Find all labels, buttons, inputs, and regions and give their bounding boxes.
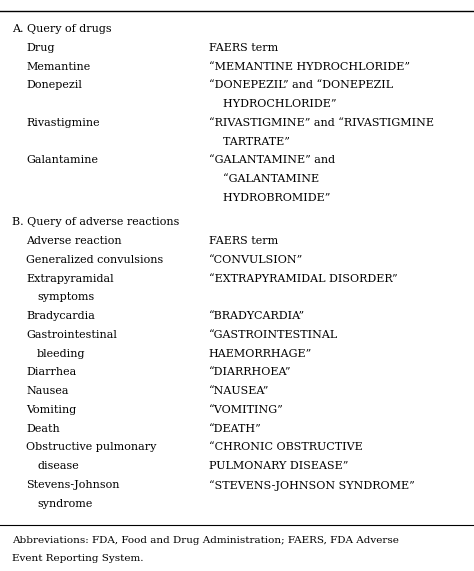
Text: HYDROBROMIDE”: HYDROBROMIDE”	[209, 193, 330, 203]
Text: FAERS term: FAERS term	[209, 236, 278, 246]
Text: Nausea: Nausea	[26, 386, 69, 396]
Text: “STEVENS-JOHNSON SYNDROME”: “STEVENS-JOHNSON SYNDROME”	[209, 480, 414, 490]
Text: Galantamine: Galantamine	[26, 155, 98, 166]
Text: Event Reporting System.: Event Reporting System.	[12, 554, 143, 563]
Text: Extrapyramidal: Extrapyramidal	[26, 274, 114, 284]
Text: “GASTROINTESTINAL: “GASTROINTESTINAL	[209, 330, 338, 340]
Text: bleeding: bleeding	[37, 349, 86, 359]
Text: HYDROCHLORIDE”: HYDROCHLORIDE”	[209, 99, 336, 109]
Text: Drug: Drug	[26, 43, 55, 53]
Text: Abbreviations: FDA, Food and Drug Administration; FAERS, FDA Adverse: Abbreviations: FDA, Food and Drug Admini…	[12, 536, 399, 545]
Text: “DONEPEZIL” and “DONEPEZIL: “DONEPEZIL” and “DONEPEZIL	[209, 81, 392, 90]
Text: “VOMITING”: “VOMITING”	[209, 405, 283, 415]
Text: HAEMORRHAGE”: HAEMORRHAGE”	[209, 349, 312, 359]
Text: FAERS term: FAERS term	[209, 43, 278, 53]
Text: Stevens-Johnson: Stevens-Johnson	[26, 480, 119, 490]
Text: Obstructive pulmonary: Obstructive pulmonary	[26, 443, 156, 452]
Text: symptoms: symptoms	[37, 292, 94, 303]
Text: Bradycardia: Bradycardia	[26, 311, 95, 321]
Text: Donepezil: Donepezil	[26, 81, 82, 90]
Text: Memantine: Memantine	[26, 62, 91, 72]
Text: Gastrointestinal: Gastrointestinal	[26, 330, 117, 340]
Text: “EXTRAPYRAMIDAL DISORDER”: “EXTRAPYRAMIDAL DISORDER”	[209, 274, 397, 284]
Text: syndrome: syndrome	[37, 498, 92, 509]
Text: “DIARRHOEA”: “DIARRHOEA”	[209, 367, 291, 377]
Text: “GALANTAMINE: “GALANTAMINE	[209, 174, 319, 184]
Text: “GALANTAMINE” and: “GALANTAMINE” and	[209, 155, 335, 166]
Text: Diarrhea: Diarrhea	[26, 367, 76, 377]
Text: “BRADYCARDIA”: “BRADYCARDIA”	[209, 311, 305, 321]
Text: PULMONARY DISEASE”: PULMONARY DISEASE”	[209, 461, 348, 471]
Text: “RIVASTIGMINE” and “RIVASTIGMINE: “RIVASTIGMINE” and “RIVASTIGMINE	[209, 118, 434, 128]
Text: disease: disease	[37, 461, 79, 471]
Text: “CHRONIC OBSTRUCTIVE: “CHRONIC OBSTRUCTIVE	[209, 443, 362, 452]
Text: Generalized convulsions: Generalized convulsions	[26, 255, 164, 265]
Text: Rivastigmine: Rivastigmine	[26, 118, 100, 128]
Text: Adverse reaction: Adverse reaction	[26, 236, 122, 246]
Text: “MEMANTINE HYDROCHLORIDE”: “MEMANTINE HYDROCHLORIDE”	[209, 62, 410, 72]
Text: “CONVULSION”: “CONVULSION”	[209, 255, 303, 265]
Text: Vomiting: Vomiting	[26, 405, 76, 415]
Text: A. Query of drugs: A. Query of drugs	[12, 24, 111, 34]
Text: “NAUSEA”: “NAUSEA”	[209, 386, 269, 396]
Text: “DEATH”: “DEATH”	[209, 424, 261, 433]
Text: B. Query of adverse reactions: B. Query of adverse reactions	[12, 218, 179, 227]
Text: Death: Death	[26, 424, 60, 433]
Text: TARTRATE”: TARTRATE”	[209, 136, 290, 147]
